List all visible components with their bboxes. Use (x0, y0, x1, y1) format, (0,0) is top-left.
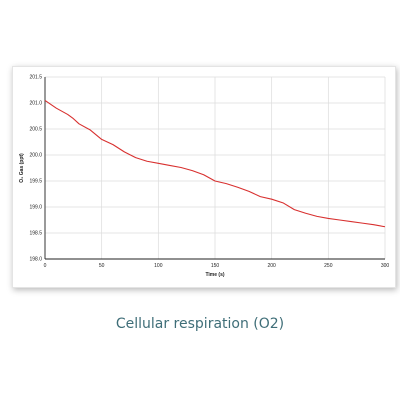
o2-line-chart: 198.0 198.5 199.0 199.5 200.0 200.5 201.0 201.5… (19, 75, 389, 278)
y-tick-label: 200.5 (29, 127, 42, 133)
y-axis-title: O₂ Gas (ppt) (19, 153, 25, 183)
x-tick-label: 300 (381, 263, 390, 269)
y-tick-label: 199.0 (29, 205, 42, 211)
x-tick-label: 200 (267, 263, 276, 269)
x-tick-label: 150 (211, 263, 220, 269)
x-tick-label: 0 (44, 263, 47, 269)
axes (44, 77, 385, 260)
x-axis-title: Time (s) (205, 272, 224, 278)
grid (44, 76, 386, 260)
y-tick-label: 200.0 (29, 153, 42, 159)
figure-caption: Cellular respiration (O2) (115, 316, 285, 332)
tick-labels: 198.0 198.5 199.0 199.5 200.0 200.5 201.0 201.5… (29, 75, 389, 269)
y-tick-label: 198.5 (29, 231, 42, 237)
x-tick-label: 50 (99, 263, 105, 269)
y-tick-label: 201.0 (29, 101, 42, 107)
o2-series-line (44, 99, 386, 228)
y-tick-label: 199.5 (29, 179, 42, 185)
y-tick-label: 201.5 (29, 75, 42, 81)
x-tick-label: 100 (154, 263, 163, 269)
y-tick-label: 198.0 (29, 257, 42, 263)
series (44, 99, 386, 228)
chart-card: 198.0 198.5 199.0 199.5 200.0 200.5 201.0 201.5… (12, 66, 396, 288)
x-tick-label: 250 (324, 263, 333, 269)
